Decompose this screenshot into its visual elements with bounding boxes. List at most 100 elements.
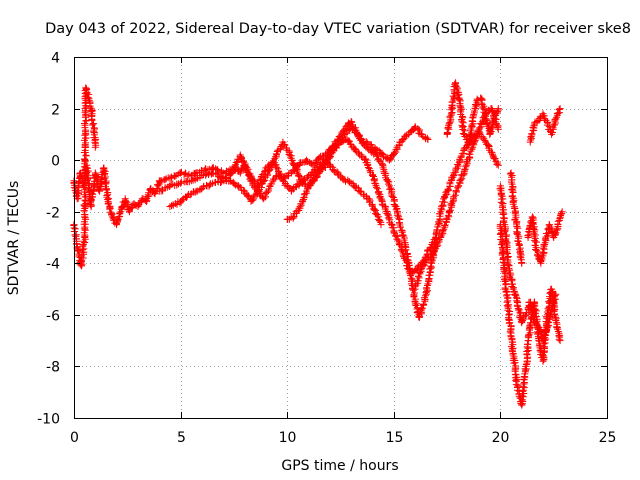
data-point — [539, 244, 547, 252]
data-point — [279, 177, 287, 185]
data-point — [378, 149, 386, 157]
data-point — [309, 177, 317, 185]
data-point — [405, 259, 413, 267]
data-point — [302, 156, 310, 164]
data-point — [488, 148, 496, 156]
data-point — [492, 112, 499, 119]
data-point — [509, 197, 517, 205]
data-point — [398, 136, 406, 143]
data-point — [253, 190, 261, 198]
data-point — [483, 121, 491, 129]
data-point — [395, 215, 403, 223]
data-point — [445, 207, 453, 215]
data-point — [85, 189, 93, 197]
data-point — [526, 324, 534, 332]
data-point — [80, 201, 88, 209]
data-point — [473, 97, 481, 105]
data-point — [177, 197, 185, 205]
data-point — [415, 313, 423, 321]
data-point — [391, 149, 398, 157]
data-point — [104, 197, 112, 205]
data-point — [155, 187, 163, 195]
data-point — [541, 239, 549, 247]
data-point — [446, 178, 454, 186]
y-tick-label: -4 — [46, 257, 60, 273]
data-point — [74, 187, 82, 195]
y-tick-label: -6 — [46, 309, 60, 325]
data-point — [519, 317, 527, 325]
data-point — [531, 120, 538, 128]
data-point — [516, 253, 524, 261]
data-point — [360, 141, 368, 149]
data-point — [508, 185, 516, 193]
data-point — [555, 335, 563, 343]
data-point — [375, 190, 383, 198]
data-point — [472, 101, 479, 108]
data-point — [376, 217, 384, 225]
data-point — [475, 125, 483, 133]
data-point — [456, 156, 464, 164]
data-point — [260, 195, 268, 203]
data-point — [305, 172, 312, 180]
data-point — [537, 259, 545, 267]
data-point — [388, 221, 396, 229]
data-point — [541, 115, 549, 123]
data-point — [443, 187, 451, 195]
data-point — [296, 159, 304, 167]
data-point — [555, 106, 563, 113]
data-point — [339, 174, 347, 182]
data-markers — [70, 79, 566, 409]
data-point — [450, 195, 457, 203]
data-point — [528, 130, 536, 138]
data-point — [507, 169, 515, 177]
data-point — [334, 141, 342, 149]
data-point — [217, 178, 225, 186]
data-point — [423, 134, 431, 142]
data-point — [130, 200, 138, 208]
data-point — [507, 333, 515, 341]
data-point — [354, 130, 362, 138]
data-point — [527, 133, 535, 140]
data-point — [290, 213, 298, 221]
data-point — [518, 319, 526, 327]
data-point — [461, 166, 468, 174]
data-point — [421, 292, 429, 300]
data-point — [550, 296, 558, 304]
data-point — [512, 291, 520, 299]
data-point — [326, 152, 334, 160]
y-tick-label: -10 — [37, 412, 60, 428]
data-point — [552, 290, 560, 298]
data-point — [494, 125, 502, 133]
data-point — [230, 179, 238, 187]
data-point — [460, 130, 468, 138]
data-point — [88, 121, 96, 129]
data-point — [474, 127, 482, 135]
data-point — [505, 264, 513, 272]
data-point — [554, 221, 562, 229]
data-point — [411, 298, 419, 306]
x-tick-label: 0 — [70, 430, 79, 446]
data-point — [401, 246, 409, 254]
data-point — [362, 156, 370, 164]
data-point — [288, 187, 295, 195]
data-point — [424, 254, 432, 262]
data-point — [552, 316, 560, 324]
data-point — [416, 269, 424, 276]
data-point — [84, 93, 92, 101]
data-point — [446, 206, 454, 214]
data-point — [373, 151, 381, 159]
data-point — [514, 228, 521, 236]
data-point — [386, 182, 393, 190]
data-point — [397, 223, 404, 231]
data-point — [481, 137, 489, 144]
data-point — [445, 186, 453, 194]
data-point — [89, 120, 97, 128]
data-point — [117, 208, 125, 216]
data-point — [533, 246, 541, 254]
y-axis-label: SDTVAR / TECUs — [6, 181, 22, 296]
data-point — [262, 164, 270, 172]
data-point — [486, 130, 494, 138]
series-track-11 — [527, 106, 563, 144]
data-point — [370, 206, 378, 214]
